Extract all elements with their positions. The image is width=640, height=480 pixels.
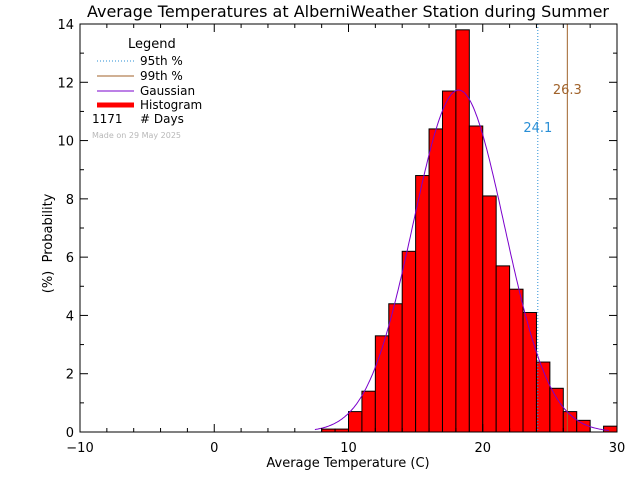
histogram-bar (603, 425, 618, 433)
y-tick-label: 14 (57, 18, 74, 33)
legend: Legend 95th % 99th % Gaussian Histogram … (92, 37, 202, 140)
histogram-bar (388, 303, 403, 433)
x-tick-label: −10 (66, 441, 93, 456)
histogram-bar (374, 335, 390, 433)
gaussian-line (314, 89, 609, 431)
y-tick-label: 0 (66, 426, 74, 441)
legend-day-count-label: # Days (140, 112, 184, 126)
x-tick-label: 20 (474, 441, 491, 456)
histogram-bar (441, 90, 457, 433)
histogram-bar (549, 387, 564, 433)
y-tick-label: 2 (66, 368, 74, 383)
histogram-bins (321, 29, 618, 433)
made-on-note: Made on 29 May 2025 (92, 131, 181, 140)
histogram-bar (495, 265, 511, 433)
legend-day-count: 1171 (92, 112, 123, 126)
legend-title: Legend (128, 37, 176, 52)
x-axis-title: Average Temperature (C) (266, 456, 429, 471)
chart-title: Average Temperatures at AlberniWeather S… (87, 2, 609, 21)
histogram-bar (401, 250, 417, 433)
percentile-label: 24.1 (523, 121, 552, 136)
histogram-bar (428, 128, 443, 433)
legend-label-histogram: Histogram (140, 98, 202, 112)
gaussian-curve (314, 89, 609, 431)
legend-label-95th: 95th % (140, 54, 183, 68)
histogram-bar (415, 175, 430, 433)
histogram-bar (509, 288, 524, 433)
y-tick-label: 12 (57, 76, 74, 91)
x-axis-ticks: −10 0 10 20 30 (66, 24, 625, 456)
x-tick-label: 30 (609, 441, 626, 456)
histogram-bar (482, 195, 497, 433)
histogram-bar (361, 390, 376, 433)
y-tick-label: 6 (66, 251, 74, 266)
histogram-bar (348, 411, 363, 433)
percentile-lines: 24.1 26.3 (523, 24, 582, 432)
y-tick-label: 4 (66, 309, 74, 324)
y-tick-label: 8 (66, 193, 74, 208)
y-axis-unit: (%) (41, 271, 56, 294)
histogram-bar (535, 361, 551, 433)
x-tick-label: 10 (340, 441, 357, 456)
y-axis-title: Probability (41, 193, 56, 262)
percentile-label: 26.3 (553, 83, 582, 98)
y-axis-ticks: 0 2 4 6 8 10 12 14 (57, 18, 617, 441)
y-tick-label: 10 (57, 135, 74, 150)
legend-label-gaussian: Gaussian (140, 84, 195, 98)
histogram-bar (468, 125, 484, 433)
x-tick-label: 0 (210, 441, 218, 456)
legend-label-99th: 99th % (140, 69, 183, 83)
